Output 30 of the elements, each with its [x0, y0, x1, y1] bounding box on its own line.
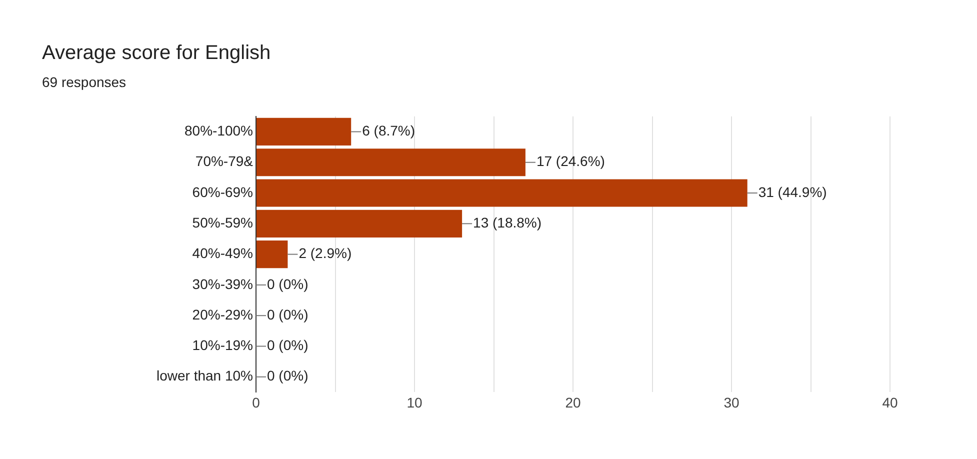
x-tick-label: 20 — [565, 394, 581, 410]
y-tick-label: 10%-19% — [192, 337, 253, 354]
y-tick-label: 30%-39% — [192, 276, 253, 292]
bar — [256, 179, 748, 207]
chart-title: Average score for English — [42, 42, 271, 65]
x-tick-label: 0 — [252, 394, 260, 410]
data-label: 0 (0%) — [267, 276, 308, 292]
data-label: 17 (24.6%) — [536, 153, 605, 170]
data-label: 13 (18.8%) — [473, 214, 542, 231]
x-tick-label: 10 — [406, 394, 422, 410]
y-tick-label: lower than 10% — [156, 368, 253, 384]
data-label: 31 (44.9%) — [758, 184, 827, 200]
data-label: 2 (2.9%) — [298, 245, 352, 262]
data-label: 6 (8.7%) — [362, 122, 416, 139]
data-label: 0 (0%) — [267, 368, 308, 384]
text: 69 responses — [42, 74, 126, 90]
y-tick-label: 80%-100% — [184, 122, 253, 139]
y-tick-label: 40%-49% — [192, 245, 253, 262]
y-tick-label: 20%-29% — [192, 306, 253, 322]
y-tick-label: 60%-69% — [192, 184, 253, 200]
y-tick-label: 50%-59% — [192, 214, 253, 231]
x-tick-label: 40 — [882, 394, 898, 410]
bar — [256, 240, 288, 268]
x-tick-label: 30 — [724, 394, 740, 410]
bar — [256, 210, 462, 238]
bar — [256, 148, 526, 176]
bar — [256, 118, 352, 146]
data-label: 0 (0%) — [267, 337, 308, 354]
data-label: 0 (0%) — [267, 306, 308, 322]
y-tick-label: 70%-79& — [195, 153, 254, 170]
